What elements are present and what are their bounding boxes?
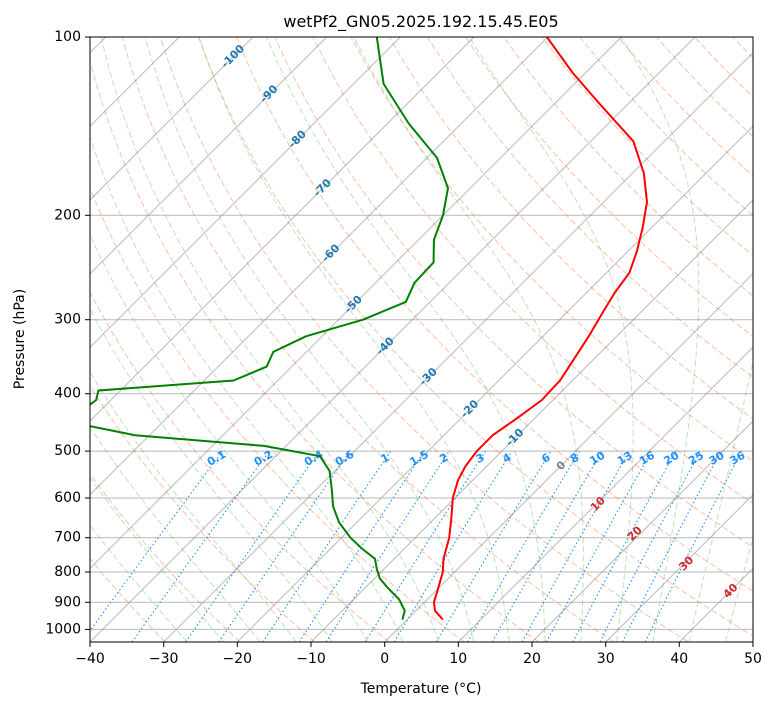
y-axis-label: Pressure (hPa) bbox=[12, 289, 28, 389]
plot-area: -100-90-80-70-60-50-40-30-20-100.1 0.2 0.4… bbox=[90, 37, 753, 642]
y-tick-label: 200 bbox=[54, 207, 81, 223]
dewpoint-profile-line bbox=[90, 37, 449, 620]
moist-adiabat bbox=[90, 524, 188, 642]
dry-adiabat bbox=[90, 384, 316, 642]
dry-adiabat bbox=[503, 37, 753, 297]
moist-adiabat bbox=[688, 358, 753, 642]
isotherm-line bbox=[310, 199, 753, 642]
dry-adiabat bbox=[274, 37, 753, 548]
mixing-ratio-line bbox=[644, 450, 743, 642]
mixing-ratio-line bbox=[298, 450, 425, 642]
moist-adiabat bbox=[144, 37, 475, 642]
y-tick-label: 700 bbox=[54, 530, 81, 546]
dry-adiabat bbox=[121, 37, 614, 642]
x-axis-label: Temperature (°C) bbox=[360, 681, 482, 697]
x-tick-label: 10 bbox=[449, 651, 467, 667]
dry-adiabats bbox=[90, 37, 753, 642]
isotherm-line bbox=[90, 37, 549, 496]
isotherm-line bbox=[236, 125, 753, 642]
y-tick-label: 400 bbox=[54, 386, 81, 402]
mixing-ratio-line bbox=[572, 450, 677, 642]
y-tick-label: 600 bbox=[54, 490, 81, 506]
x-tick-label: −40 bbox=[75, 651, 105, 667]
moist-adiabat bbox=[90, 370, 297, 642]
x-tick-label: 30 bbox=[597, 651, 615, 667]
isotherm-line bbox=[605, 493, 753, 642]
dry-adiabat bbox=[90, 291, 390, 642]
chart-title: wetPf2_GN05.2025.192.15.45.E05 bbox=[283, 12, 558, 32]
dry-adiabat bbox=[236, 37, 753, 592]
moist-adiabat bbox=[620, 37, 700, 642]
isotherm-line bbox=[90, 37, 254, 201]
moist-adiabat bbox=[90, 232, 369, 642]
moist-adiabat bbox=[198, 37, 510, 642]
isotherm-line bbox=[531, 420, 753, 642]
mixing-ratio-line bbox=[218, 450, 351, 642]
mixing-ratio-line bbox=[545, 450, 653, 642]
y-tick-label: 100 bbox=[54, 29, 81, 45]
temperature-profile-line bbox=[432, 37, 648, 620]
dry-adiabat bbox=[350, 37, 753, 462]
moist-adiabat bbox=[90, 476, 225, 642]
plot-frame bbox=[89, 36, 754, 643]
moist-adiabat bbox=[90, 426, 261, 642]
y-tick-label: 800 bbox=[54, 564, 81, 580]
dry-adiabat bbox=[90, 557, 166, 642]
x-axis-ticks: −40 −30 −20 −10 0 10 20 30 40 50 bbox=[75, 642, 762, 667]
y-tick-label: 300 bbox=[54, 312, 81, 328]
moist-adiabat bbox=[100, 37, 439, 642]
mixing-ratio-line bbox=[90, 450, 223, 632]
sounding-profiles bbox=[90, 37, 648, 620]
isotherm-line bbox=[90, 37, 622, 570]
dry-adiabat bbox=[159, 37, 689, 642]
isotherm-line bbox=[90, 37, 328, 275]
isotherm-line bbox=[90, 37, 475, 422]
dry-adiabat bbox=[90, 186, 465, 642]
mixing-ratio-line bbox=[262, 450, 392, 642]
y-tick-label: 900 bbox=[54, 594, 81, 610]
pressure-gridlines bbox=[90, 37, 753, 630]
isotherms bbox=[90, 37, 753, 642]
dry-adiabat bbox=[388, 37, 753, 420]
isotherm-line bbox=[457, 346, 753, 642]
dry-adiabat bbox=[90, 472, 241, 642]
moist-adiabat bbox=[266, 37, 546, 642]
x-tick-label: −10 bbox=[296, 651, 326, 667]
isotherm-line bbox=[90, 37, 696, 642]
x-tick-label: −30 bbox=[149, 651, 179, 667]
y-tick-label: 500 bbox=[54, 443, 81, 459]
mixing-ratio-line bbox=[521, 450, 630, 642]
mixing-ratio-line bbox=[185, 450, 320, 642]
y-tick-label: 1000 bbox=[45, 621, 81, 637]
mixing-ratio-line bbox=[131, 450, 270, 642]
x-tick-label: 50 bbox=[744, 651, 762, 667]
mixing-ratio-line bbox=[393, 450, 513, 642]
x-tick-label: 20 bbox=[523, 651, 541, 667]
isotherm-line bbox=[384, 272, 753, 642]
dry-adiabat bbox=[465, 37, 753, 338]
x-tick-label: 40 bbox=[670, 651, 688, 667]
isotherm-line bbox=[90, 37, 401, 349]
moist-adiabat bbox=[353, 37, 584, 642]
dry-adiabat bbox=[90, 59, 540, 642]
y-axis-ticks: 100 200 300 400 500 600 700 800 900 1000 bbox=[45, 29, 90, 637]
isotherm-line bbox=[163, 51, 753, 642]
x-tick-label: 0 bbox=[380, 651, 389, 667]
x-tick-label: −20 bbox=[223, 651, 253, 667]
moist-adiabats bbox=[90, 37, 753, 642]
dry-adiabat bbox=[312, 37, 753, 505]
moist-adiabat bbox=[90, 135, 404, 642]
